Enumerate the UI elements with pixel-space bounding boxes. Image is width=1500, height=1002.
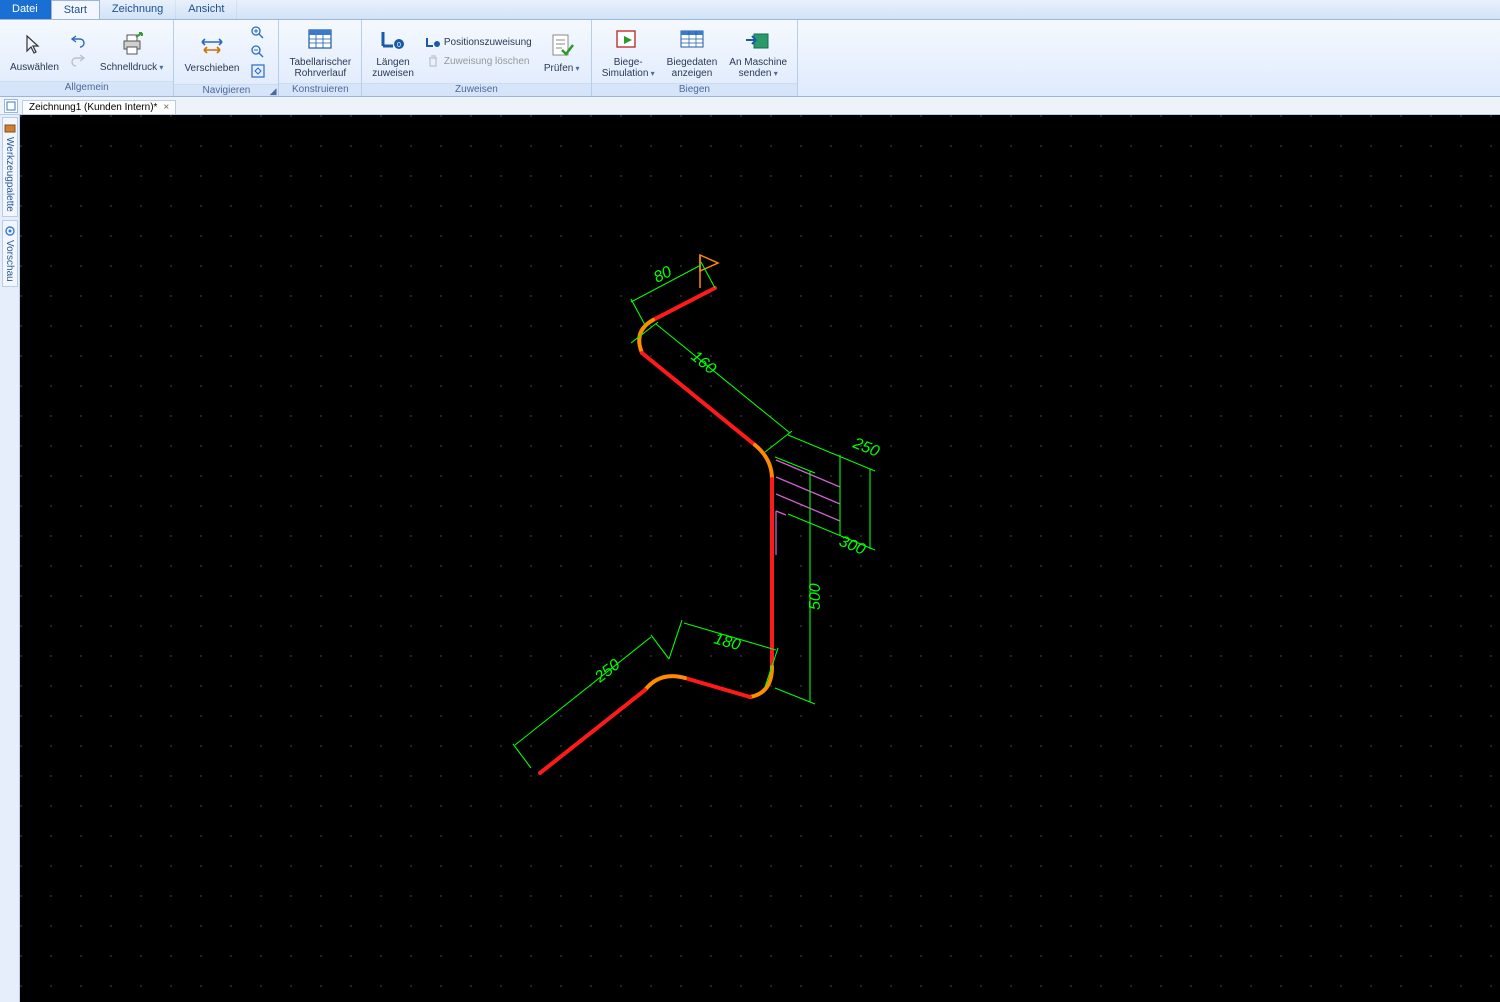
zoom-fit-icon [250, 63, 266, 79]
tab-zeichnung[interactable]: Zeichnung [100, 0, 176, 19]
ribbon-group-konstruieren: Tabellarischer Rohrverlauf Konstruieren [279, 20, 362, 96]
send-machine-icon [742, 24, 774, 56]
document-tab[interactable]: Zeichnung1 (Kunden Intern)* × [22, 100, 176, 114]
side-panel-strip: Werkzeugpalette Vorschau [0, 115, 20, 1002]
workarea: Werkzeugpalette Vorschau [0, 115, 1500, 1002]
pruefen-label: Prüfen [544, 63, 580, 74]
schnelldruck-label: Schnelldruck [100, 62, 164, 73]
dim-500: 500 [807, 583, 824, 610]
ribbon-group-allgemein-label: Allgemein [0, 81, 173, 96]
tabellarischer-label: Tabellarischer Rohrverlauf [289, 57, 351, 79]
undo-button[interactable] [67, 32, 92, 50]
navigieren-launcher-icon[interactable]: ◢ [270, 86, 277, 97]
drawing-canvas[interactable]: 80 160 250 300 500 180 250 [20, 115, 1500, 1002]
play-sim-icon [612, 24, 644, 56]
zuweisung-loeschen-button[interactable]: Zuweisung löschen [422, 52, 535, 70]
redo-icon [70, 52, 86, 68]
auswaehlen-label: Auswählen [10, 62, 59, 73]
doctab-list-icon[interactable] [4, 99, 18, 113]
ribbon-group-biegen: Biege- Simulation Biegedaten anzeigen An… [592, 20, 798, 96]
biegedaten-label: Biegedaten anzeigen [667, 57, 718, 79]
an-maschine-label: An Maschine senden [729, 57, 787, 79]
auswaehlen-button[interactable]: Auswählen [4, 27, 65, 75]
biegedaten-button[interactable]: Biegedaten anzeigen [661, 22, 724, 81]
tab-ansicht[interactable]: Ansicht [176, 0, 237, 19]
menu-tabbar: Datei Start Zeichnung Ansicht [0, 0, 1500, 20]
canvas-container: 80 160 250 300 500 180 250 [20, 115, 1500, 1002]
ribbon-group-biegen-label: Biegen [592, 83, 797, 96]
pruefen-button[interactable]: Prüfen [537, 28, 587, 76]
undo-icon [70, 33, 86, 49]
document-tab-title: Zeichnung1 (Kunden Intern)* [29, 102, 157, 113]
tab-start[interactable]: Start [51, 0, 100, 19]
data-table-icon [676, 24, 708, 56]
table-icon [304, 24, 336, 56]
ribbon: Auswählen Schnelldruck Allgemein Verschi… [0, 20, 1500, 97]
laengen-button[interactable]: 0 Längen zuweisen [366, 22, 420, 81]
tabellarischer-button[interactable]: Tabellarischer Rohrverlauf [283, 22, 357, 81]
zoom-in-icon [250, 25, 266, 41]
ribbon-group-zuweisen: 0 Längen zuweisen Positionszuweisung Zuw… [362, 20, 592, 96]
schnelldruck-button[interactable]: Schnelldruck [94, 27, 170, 75]
ribbon-group-navigieren-label: Navigieren◢ [174, 84, 278, 96]
simulation-label: Biege- Simulation [602, 57, 655, 79]
printer-icon [116, 29, 148, 61]
zoom-out-button[interactable] [247, 43, 272, 61]
an-maschine-button[interactable]: An Maschine senden [723, 22, 793, 81]
position-icon [425, 34, 441, 50]
check-doc-icon [546, 30, 578, 62]
redo-button[interactable] [67, 51, 92, 69]
simulation-button[interactable]: Biege- Simulation [596, 22, 661, 81]
positionszuweisung-button[interactable]: Positionszuweisung [422, 33, 535, 51]
toolbox-icon [4, 122, 16, 134]
zoom-fit-button[interactable] [247, 62, 272, 80]
verschieben-label: Verschieben [184, 63, 239, 74]
cursor-icon [18, 29, 50, 61]
ribbon-group-allgemein: Auswählen Schnelldruck Allgemein [0, 20, 174, 96]
length-icon: 0 [377, 24, 409, 56]
move-icon [196, 30, 228, 62]
zoom-out-icon [250, 44, 266, 60]
trash-icon [425, 53, 441, 69]
document-tab-close-icon[interactable]: × [163, 102, 169, 113]
sidepanel-vorschau[interactable]: Vorschau [2, 220, 18, 287]
zoom-in-button[interactable] [247, 24, 272, 42]
svg-text:0: 0 [397, 42, 401, 49]
verschieben-button[interactable]: Verschieben [178, 28, 245, 76]
laengen-label: Längen zuweisen [372, 57, 414, 79]
ribbon-group-konstruieren-label: Konstruieren [279, 83, 361, 96]
document-tabbar: Zeichnung1 (Kunden Intern)* × [0, 97, 1500, 115]
sidepanel-werkzeugpalette[interactable]: Werkzeugpalette [2, 117, 18, 217]
tab-datei[interactable]: Datei [0, 0, 51, 19]
ribbon-group-zuweisen-label: Zuweisen [362, 83, 591, 96]
preview-icon [4, 225, 16, 237]
ribbon-group-navigieren: Verschieben Navigieren◢ [174, 20, 279, 96]
